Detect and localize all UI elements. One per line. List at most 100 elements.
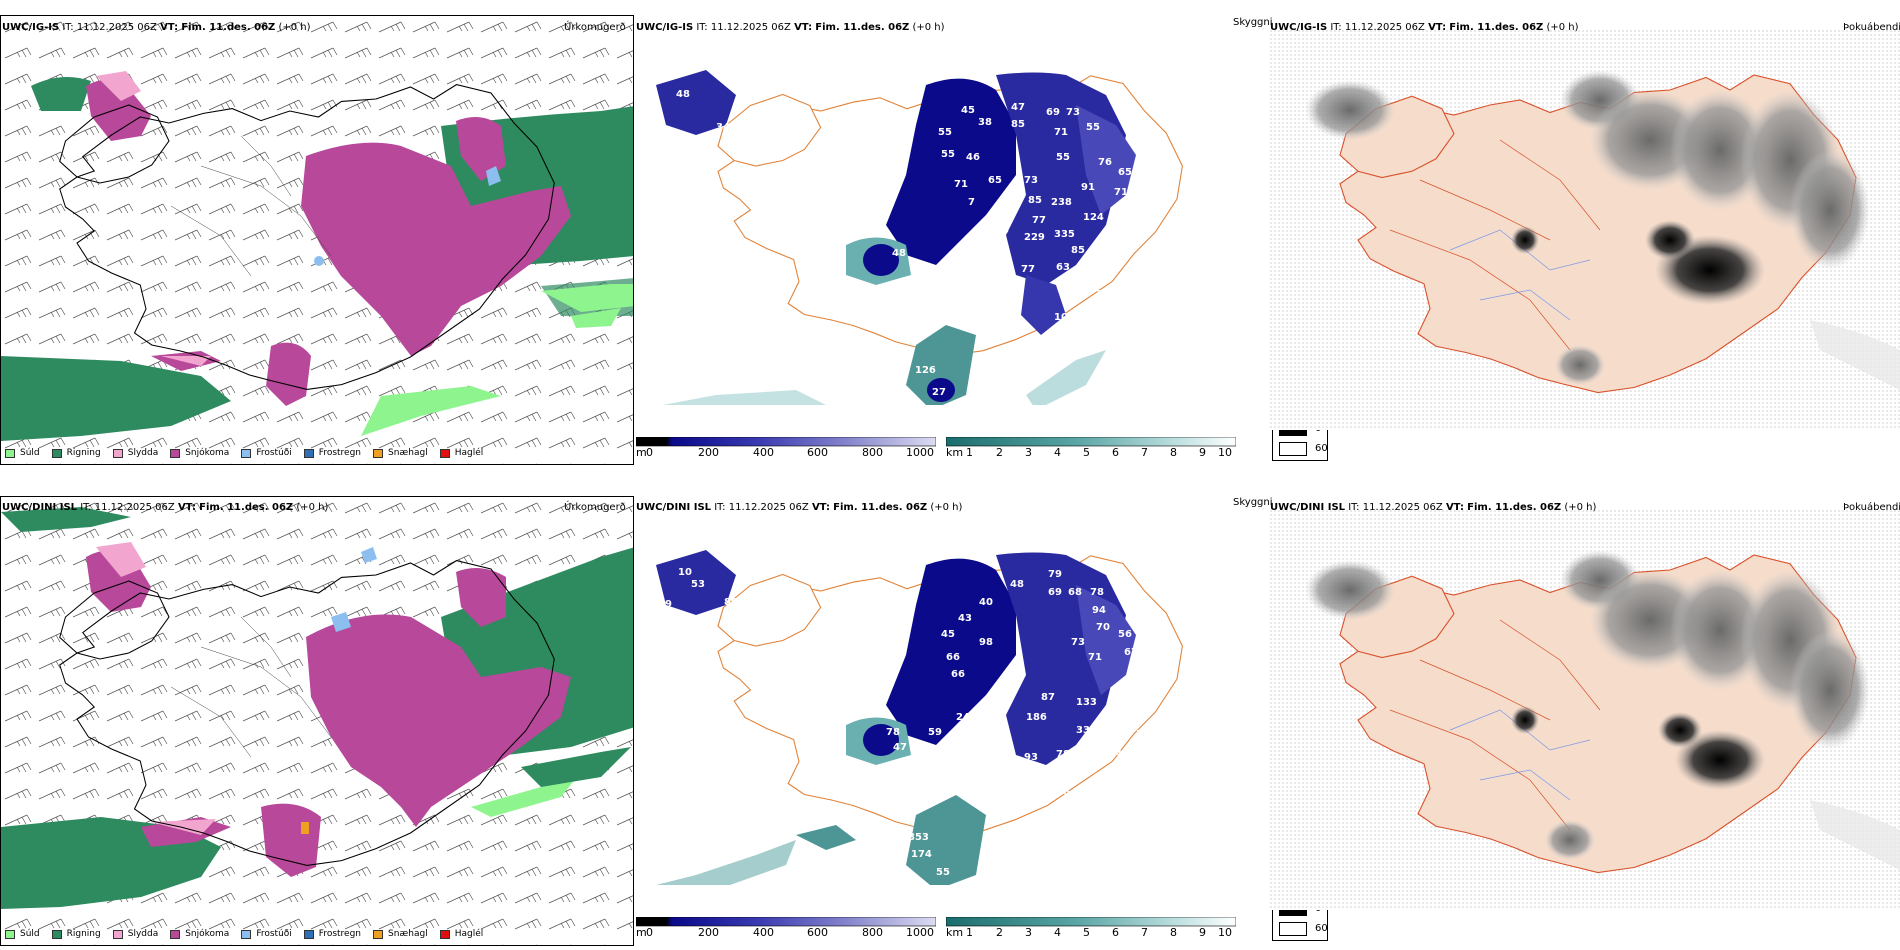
cloud-label: 60	[1118, 712, 1132, 723]
cloud-label: 333	[1076, 725, 1097, 736]
cloud-map: 48 55 34 55 45 38 47 85 69 73 71 55 55 4…	[656, 70, 1183, 405]
precip-map-panel: Súld Rigning Slydda Snjókoma Frostúði Fr…	[0, 496, 634, 946]
cloud-label: 67	[1124, 647, 1138, 658]
ceiling-unit: m	[636, 446, 647, 459]
legend-item-snjokoma: Snjókoma	[170, 929, 229, 939]
cloud-label: 68	[1068, 587, 1082, 598]
visibility-tick: 6	[1112, 446, 1119, 459]
visibility-unit: km	[946, 926, 964, 939]
cloud-label: 149	[1090, 265, 1111, 276]
cloud-label: 54	[1118, 275, 1132, 286]
ceiling-tick: 800	[862, 446, 883, 459]
cloud-label: 46	[966, 152, 980, 163]
cloud-label: 56	[1118, 629, 1132, 640]
cloud-label: 79	[658, 599, 672, 610]
cloud-label: 94	[1092, 605, 1106, 616]
legend-item-snaehagl: Snæhagl	[373, 448, 428, 458]
fog-legend-label: 60	[1315, 923, 1328, 934]
cloud-label: 165	[1078, 747, 1099, 758]
precip-map-panel: Súld Rigning Slydda Snjókoma Frostúði Fr…	[0, 15, 634, 465]
cloud-label: 53	[691, 579, 705, 590]
cloud-label: 73	[1024, 175, 1038, 186]
cloud-label: 77	[1021, 264, 1035, 275]
cloud-label: 71	[1114, 187, 1128, 198]
ceiling-colorbar: m 0 200 400 600 800 1000	[636, 437, 936, 459]
visibility-tick: 9	[1199, 446, 1206, 459]
fog-map-panel	[1270, 510, 1900, 910]
cloud-title: UWC/IG-IS IT: 11.12.2025 06Z VT: Fim. 11…	[636, 22, 945, 33]
cloud-map-panel: 10 53 89 79 48 40 79 69 68 78 43 45 98 9…	[636, 495, 1236, 945]
visibility-tick: 9	[1199, 926, 1206, 939]
cloud-label: 71	[954, 179, 968, 190]
visibility-tick: 10	[1218, 446, 1232, 459]
cloud-label: 69	[1102, 729, 1116, 740]
legend-item-slydda: Slydda	[112, 448, 158, 458]
cloud-label: 73	[1071, 637, 1085, 648]
cloud-label: 66	[946, 652, 960, 663]
ceiling-tick: 200	[698, 446, 719, 459]
cloud-label: 77	[1032, 215, 1046, 226]
cloud-label: 52	[1136, 729, 1150, 740]
cloud-label: 124	[1083, 212, 1104, 223]
legend-item-snjokoma: Snjókoma	[170, 448, 229, 458]
cloud-label: 78	[1090, 587, 1104, 598]
visibility-tick: 4	[1054, 926, 1061, 939]
ceiling-tick: 200	[698, 926, 719, 939]
legend-item-rigning: Rigning	[51, 448, 101, 458]
cloud-label: 73	[1066, 107, 1080, 118]
cloud-label: 85	[1028, 195, 1042, 206]
visibility-tick: 6	[1112, 926, 1119, 939]
cloud-label: 87	[1041, 692, 1055, 703]
cloud-label: 126	[915, 365, 936, 376]
cloud-map-panel: 48 55 34 55 45 38 47 85 69 73 71 55 55 4…	[636, 15, 1236, 465]
cloud-label: 16	[1056, 787, 1070, 798]
cloud-label: 69	[1048, 587, 1062, 598]
cloud-label: 40	[979, 597, 993, 608]
cloud-label: 59	[928, 727, 942, 738]
legend-item-rigning: Rigning	[51, 929, 101, 939]
cloud-label: 65	[988, 175, 1002, 186]
cloud-label: 70	[1096, 622, 1110, 633]
visibility-unit: km	[946, 446, 964, 459]
fog-legend-light	[1279, 922, 1307, 936]
precip-legend: Súld Rigning Slydda Snjókoma Frostúði Fr…	[5, 925, 495, 943]
visibility-tick: 4	[1054, 446, 1061, 459]
ceiling-colorbar: m 0 200 400 600 800 1000	[636, 917, 936, 939]
cloud-label: 91	[1081, 182, 1095, 193]
cloud-label: 71	[1054, 127, 1068, 138]
visibility-tick: 5	[1083, 926, 1090, 939]
cloud-label: 45	[941, 629, 955, 640]
visibility-tick: 5	[1083, 446, 1090, 459]
cloud-label: 71	[1096, 289, 1110, 300]
cloud-label: 7	[968, 197, 975, 208]
ceiling-tick: 0	[646, 446, 653, 459]
visibility-tick: 7	[1141, 926, 1148, 939]
cloud-label: 48	[892, 248, 906, 259]
cloud-product: Skyggni	[1233, 497, 1273, 508]
cloud-label: 230	[1061, 337, 1082, 348]
cloud-label: 79	[1048, 569, 1062, 580]
cloud-label: 89	[724, 597, 738, 608]
cloud-label: 48	[1010, 579, 1024, 590]
cloud-label: 335	[1054, 229, 1075, 240]
legend-item-frostudi: Frostúði	[241, 448, 292, 458]
visibility-tick: 7	[1141, 446, 1148, 459]
cloud-label: 174	[911, 849, 932, 860]
cloud-label: 78	[1056, 749, 1070, 760]
cloud-label: 55	[1146, 755, 1160, 766]
visibility-tick: 3	[1025, 926, 1032, 939]
ceiling-tick: 1000	[906, 926, 934, 939]
cloud-label: 238	[1051, 197, 1072, 208]
fog-map-panel	[1270, 30, 1900, 430]
cloud-label: 98	[979, 637, 993, 648]
cloud-label: 60	[1118, 243, 1132, 254]
row-1: Súld Rigning Slydda Snjókoma Frostúði Fr…	[0, 0, 1900, 470]
ceiling-tick: 1000	[906, 446, 934, 459]
cloud-label: 66	[951, 669, 965, 680]
cloud-label: 186	[1026, 712, 1047, 723]
cloud-label: 128	[988, 225, 1009, 236]
legend-item-frostudi: Frostúði	[241, 929, 292, 939]
cloud-labels: 48 55 34 55 45 38 47 85 69 73 71 55 55 4…	[676, 89, 1152, 398]
cloud-label: 34	[716, 122, 730, 133]
cloud-label: 82	[1094, 772, 1108, 783]
